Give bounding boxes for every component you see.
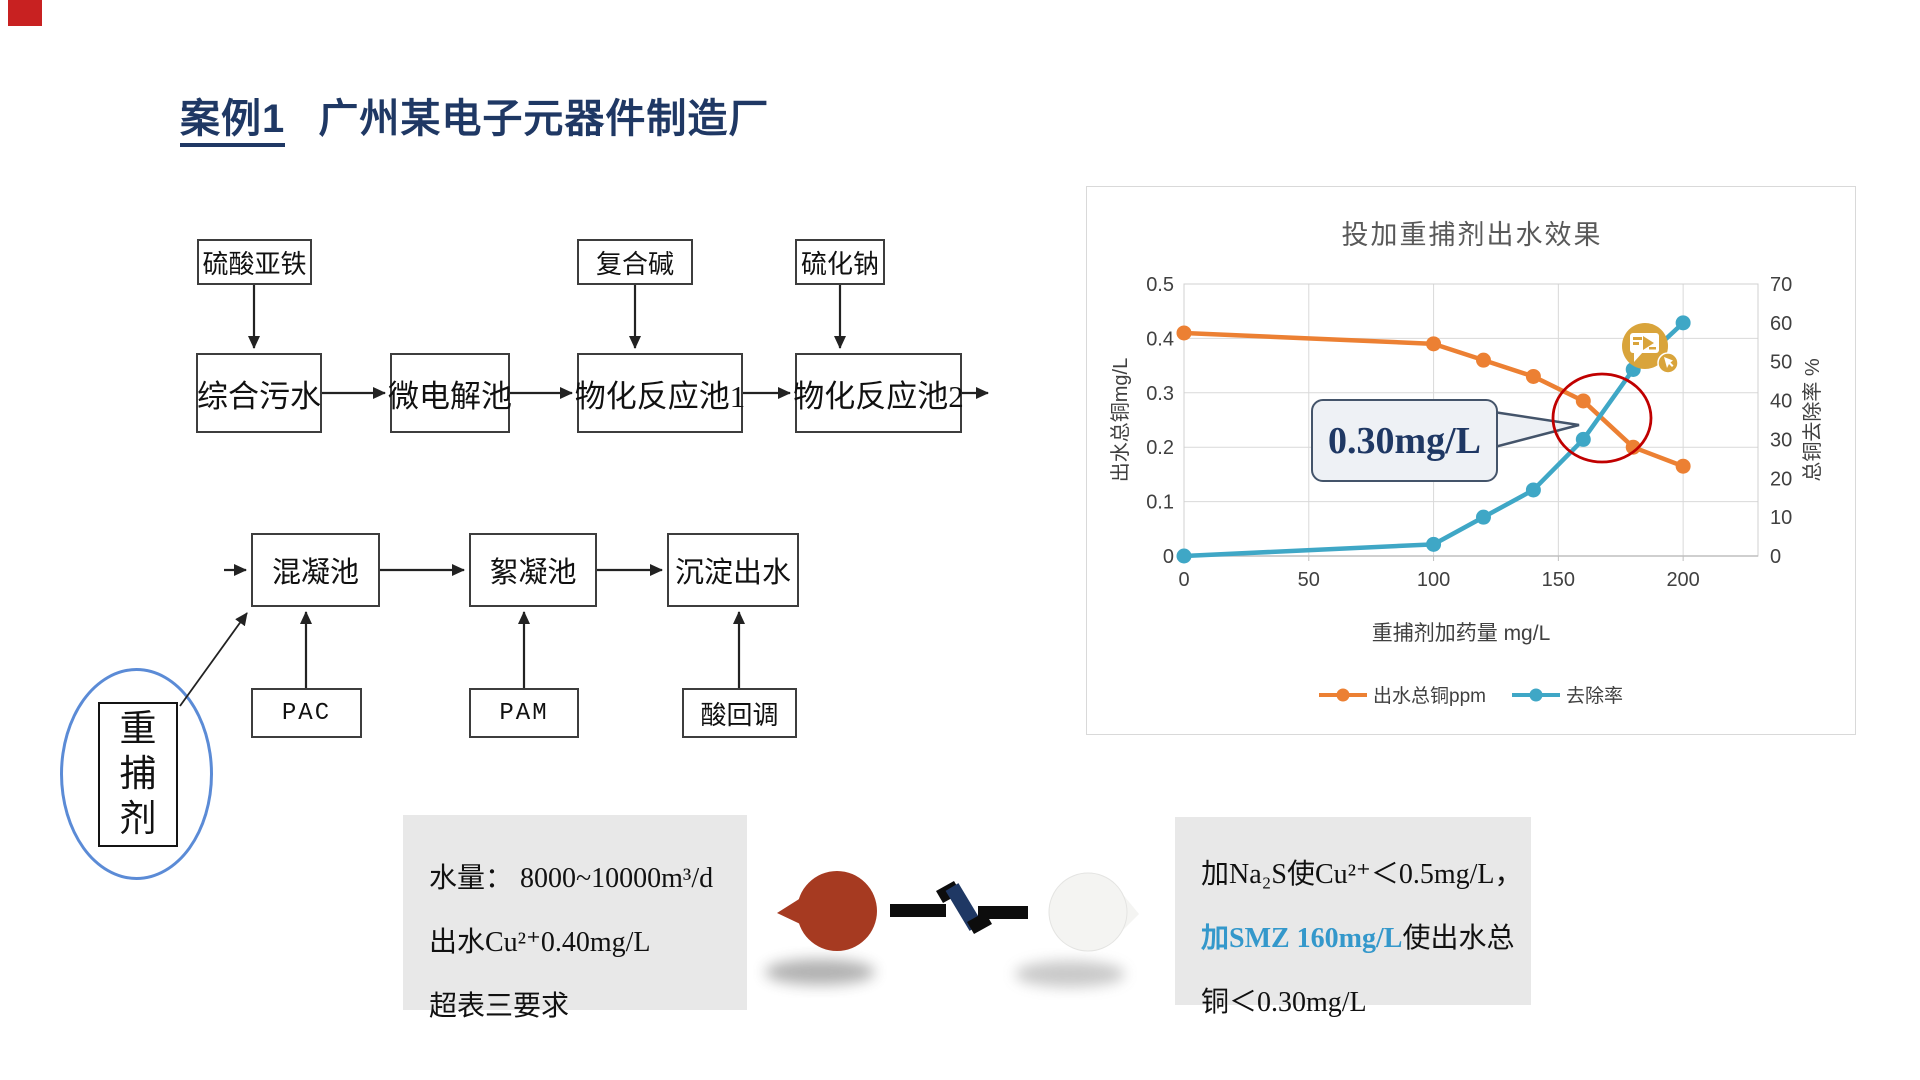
chart-panel: 投加重捕剂出水效果 0 50 100 150 200 0 0.1 0.2 0.3 0.4 0.5 0 1… xyxy=(1086,186,1856,735)
legend-item: 去除率 xyxy=(1511,681,1623,708)
svg-text:10: 10 xyxy=(1770,507,1792,529)
title-factory-name: 广州某电子元器件制造厂 xyxy=(318,97,770,141)
flow-box-flocculation-tank: 絮凝池 xyxy=(469,533,597,607)
transition-graphic xyxy=(765,871,1139,987)
chart-title: 投加重捕剂出水效果 xyxy=(1341,220,1603,250)
svg-text:0.4: 0.4 xyxy=(1146,328,1174,350)
flow-box-compound-alkali: 复合碱 xyxy=(577,239,693,285)
note-line: 出水Cu²⁺0.40mg/L xyxy=(429,927,651,958)
svg-text:50: 50 xyxy=(1770,352,1792,374)
title-case-number: 案例1 xyxy=(180,97,286,147)
svg-text:20: 20 xyxy=(1770,468,1792,490)
break-bar-right xyxy=(978,906,1028,919)
chart-plot: 0 50 100 150 200 0 0.1 0.2 0.3 0.4 0.5 0 10 20 30 40 50 6… xyxy=(1146,274,1792,591)
smz-dose-highlight: 加SMZ 160mg/L xyxy=(1201,923,1403,954)
svg-text:0.3: 0.3 xyxy=(1146,383,1174,405)
flow-box-combined-wastewater: 综合污水 xyxy=(196,353,322,433)
right-balloon-shadow xyxy=(1015,961,1125,987)
svg-text:100: 100 xyxy=(1417,569,1450,591)
chart-annotations-layer xyxy=(1485,372,1653,464)
callout-bubble: 0.30mg/L xyxy=(1311,399,1498,482)
flow-box-acid-readjust: 酸回调 xyxy=(682,688,797,738)
svg-text:50: 50 xyxy=(1298,569,1320,591)
note-line: 铜＜0.30mg/L xyxy=(1201,987,1367,1018)
notes-right-box: 加Na₂S使Cu²⁺＜0.5mg/L， 加SMZ 160mg/L使出水总 铜＜0… xyxy=(1175,817,1531,1018)
corner-red-marker xyxy=(8,0,42,26)
agent-label-box: 重 捕 剂 xyxy=(98,702,178,847)
legend-label: 出水总铜ppm xyxy=(1373,686,1486,707)
svg-text:0: 0 xyxy=(1163,546,1174,568)
chart-x-axis-label: 重捕剂加药量 mg/L xyxy=(1371,622,1551,645)
callout-text: 0.30mg/L xyxy=(1327,419,1482,462)
svg-text:60: 60 xyxy=(1770,313,1792,335)
arrow xyxy=(179,612,248,707)
svg-text:0.5: 0.5 xyxy=(1146,274,1174,296)
svg-text:30: 30 xyxy=(1770,429,1792,451)
highlight-circle xyxy=(1551,372,1653,464)
svg-text:0: 0 xyxy=(1770,546,1781,568)
flow-box-pam: PAM xyxy=(469,688,579,738)
svg-text:150: 150 xyxy=(1542,569,1575,591)
break-bar-left xyxy=(890,904,946,917)
media-player-icon[interactable] xyxy=(1619,320,1683,376)
svg-text:0: 0 xyxy=(1178,569,1189,591)
flow-box-ferrous-sulfate: 硫酸亚铁 xyxy=(197,239,312,285)
notes-left-box: 水量： 8000~10000m³/d 出水Cu²⁺0.40mg/L 超表三要求 xyxy=(403,815,747,1022)
svg-text:200: 200 xyxy=(1666,569,1699,591)
callout-tail xyxy=(1485,409,1580,451)
flow-box-sodium-sulfide: 硫化钠 xyxy=(795,239,885,285)
flow-box-pac: PAC xyxy=(251,688,362,738)
legend-item: 出水总铜ppm xyxy=(1319,681,1486,708)
svg-text:0.2: 0.2 xyxy=(1146,437,1174,459)
page-title: 案例1 广州某电子元器件制造厂 xyxy=(180,86,770,147)
agent-ellipse xyxy=(60,668,213,880)
svg-text:70: 70 xyxy=(1770,274,1792,296)
note-line: 超表三要求 xyxy=(429,991,570,1022)
left-balloon xyxy=(797,871,877,951)
flow-box-physchem-reactor-2: 物化反应池2 xyxy=(793,353,964,433)
flow-box-coagulation-tank: 混凝池 xyxy=(251,533,380,607)
flow-box-settling-outflow: 沉淀出水 xyxy=(667,533,799,607)
svg-text:0.1: 0.1 xyxy=(1146,492,1174,514)
right-balloon xyxy=(1048,872,1128,952)
note-line: 加Na₂S使Cu²⁺＜0.5mg/L， xyxy=(1201,859,1523,890)
note-line: 水量： 8000~10000m³/d xyxy=(429,863,714,894)
left-balloon-shadow xyxy=(765,959,875,985)
flow-box-micro-electrolysis: 微电解池 xyxy=(388,353,512,433)
note-line: 加SMZ 160mg/L使出水总 xyxy=(1201,923,1515,954)
pointer-glyph xyxy=(1664,357,1674,368)
svg-text:40: 40 xyxy=(1770,391,1792,413)
legend-label: 去除率 xyxy=(1565,686,1623,707)
flow-box-physchem-reactor-1: 物化反应池1 xyxy=(575,353,745,433)
chart-legend: 出水总铜ppm 去除率 xyxy=(1087,681,1855,708)
